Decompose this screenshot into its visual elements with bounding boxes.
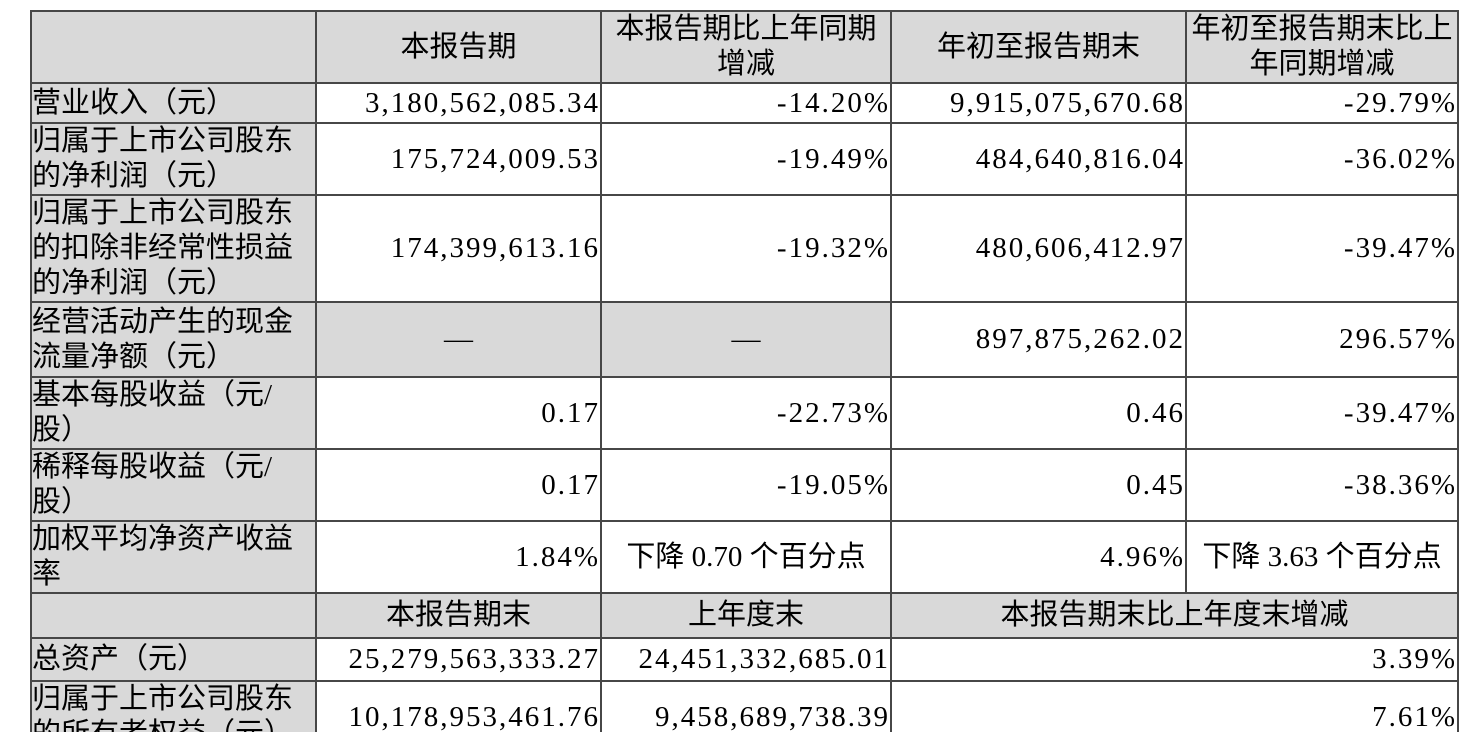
row-label: 基本每股收益（元/股） — [30, 376, 317, 450]
cell-ytd-yoy-change: 下降 3.63 个百分点 — [1185, 520, 1459, 594]
row-label: 总资产（元） — [30, 637, 317, 682]
cell-end-of-period: 25,279,563,333.27 — [315, 637, 602, 682]
cell-ytd-yoy-change: 296.57% — [1185, 301, 1459, 378]
table-row: 营业收入（元） 3,180,562,085.34 -14.20% 9,915,0… — [30, 82, 1459, 124]
cell-yoy-change: -19.49% — [600, 122, 892, 196]
cell-current-period: 3,180,562,085.34 — [315, 82, 602, 124]
column-header-end-of-last-year: 上年度末 — [600, 592, 892, 639]
cell-yoy-change: -19.32% — [600, 194, 892, 303]
row-label: 稀释每股收益（元/股） — [30, 448, 317, 522]
row-label: 归属于上市公司股东的所有者权益（元） — [30, 680, 317, 732]
cell-yoy-change: -19.05% — [600, 448, 892, 522]
cell-ytd: 480,606,412.97 — [890, 194, 1187, 303]
table-row: 总资产（元） 25,279,563,333.27 24,451,332,685.… — [30, 637, 1459, 682]
table-row: 稀释每股收益（元/股） 0.17 -19.05% 0.45 -38.36% — [30, 448, 1459, 522]
column-header-current-period: 本报告期 — [315, 10, 602, 84]
cell-end-of-last-year: 9,458,689,738.39 — [600, 680, 892, 732]
cell-ytd-yoy-change: -39.47% — [1185, 376, 1459, 450]
cell-ytd-yoy-change: -38.36% — [1185, 448, 1459, 522]
table-row: 归属于上市公司股东的扣除非经常性损益的净利润（元） 174,399,613.16… — [30, 194, 1459, 303]
cell-yoy-change: — — [600, 301, 892, 378]
table-row: 加权平均净资产收益率 1.84% 下降 0.70 个百分点 4.96% 下降 3… — [30, 520, 1459, 594]
cell-change: 3.39% — [890, 637, 1459, 682]
column-header-blank — [30, 592, 317, 639]
column-header-ytd-yoy-change: 年初至报告期末比上年同期增减 — [1185, 10, 1459, 84]
column-header-blank — [30, 10, 317, 84]
table-row: 经营活动产生的现金流量净额（元） — — 897,875,262.02 296.… — [30, 301, 1459, 378]
cell-ytd: 484,640,816.04 — [890, 122, 1187, 196]
cell-ytd-yoy-change: -39.47% — [1185, 194, 1459, 303]
cell-current-period: — — [315, 301, 602, 378]
cell-yoy-change: -22.73% — [600, 376, 892, 450]
cell-ytd: 9,915,075,670.68 — [890, 82, 1187, 124]
cell-end-of-period: 10,178,953,461.76 — [315, 680, 602, 732]
cell-current-period: 0.17 — [315, 448, 602, 522]
cell-current-period: 0.17 — [315, 376, 602, 450]
cell-current-period: 174,399,613.16 — [315, 194, 602, 303]
table-row: 归属于上市公司股东的净利润（元） 175,724,009.53 -19.49% … — [30, 122, 1459, 196]
cell-ytd-yoy-change: -36.02% — [1185, 122, 1459, 196]
financial-summary-table: 本报告期 本报告期比上年同期增减 年初至报告期末 年初至报告期末比上年同期增减 … — [30, 10, 1459, 732]
cell-ytd: 0.46 — [890, 376, 1187, 450]
row-label: 营业收入（元） — [30, 82, 317, 124]
cell-ytd-yoy-change: -29.79% — [1185, 82, 1459, 124]
row-label: 经营活动产生的现金流量净额（元） — [30, 301, 317, 378]
column-header-end-of-period: 本报告期末 — [315, 592, 602, 639]
header-row-bottom: 本报告期末 上年度末 本报告期末比上年度末增减 — [30, 592, 1459, 639]
column-header-period-vs-last-year-change: 本报告期末比上年度末增减 — [890, 592, 1459, 639]
cell-current-period: 1.84% — [315, 520, 602, 594]
row-label: 加权平均净资产收益率 — [30, 520, 317, 594]
cell-yoy-change: 下降 0.70 个百分点 — [600, 520, 892, 594]
cell-ytd: 0.45 — [890, 448, 1187, 522]
cell-ytd: 897,875,262.02 — [890, 301, 1187, 378]
header-row-top: 本报告期 本报告期比上年同期增减 年初至报告期末 年初至报告期末比上年同期增减 — [30, 10, 1459, 84]
column-header-ytd: 年初至报告期末 — [890, 10, 1187, 84]
table-row: 归属于上市公司股东的所有者权益（元） 10,178,953,461.76 9,4… — [30, 680, 1459, 732]
cell-ytd: 4.96% — [890, 520, 1187, 594]
cell-yoy-change: -14.20% — [600, 82, 892, 124]
cell-end-of-last-year: 24,451,332,685.01 — [600, 637, 892, 682]
row-label: 归属于上市公司股东的净利润（元） — [30, 122, 317, 196]
cell-current-period: 175,724,009.53 — [315, 122, 602, 196]
table-row: 基本每股收益（元/股） 0.17 -22.73% 0.46 -39.47% — [30, 376, 1459, 450]
row-label: 归属于上市公司股东的扣除非经常性损益的净利润（元） — [30, 194, 317, 303]
cell-change: 7.61% — [890, 680, 1459, 732]
column-header-yoy-change: 本报告期比上年同期增减 — [600, 10, 892, 84]
